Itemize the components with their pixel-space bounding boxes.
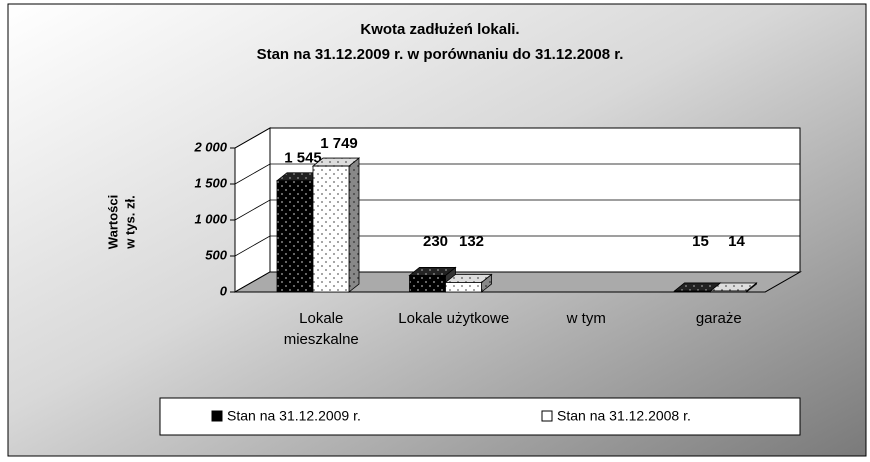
x-tick-label: Lokale użytkowe — [398, 310, 510, 327]
data-label: 15 — [692, 233, 709, 250]
data-label: 1 749 — [320, 135, 358, 152]
bar — [444, 273, 493, 293]
x-tick-label: w tym — [566, 310, 606, 327]
y-tick-label: 1 000 — [194, 211, 227, 226]
data-label: 132 — [459, 233, 484, 250]
bar — [709, 282, 758, 293]
grid-line — [234, 235, 800, 257]
legend — [159, 397, 801, 436]
bar — [311, 157, 361, 293]
legend-label: Stan na 31.12.2008 r. — [557, 408, 691, 424]
chart-title: Kwota zadłużeń lokali. — [360, 21, 519, 38]
legend-label: Stan na 31.12.2009 r. — [227, 408, 361, 424]
floor — [233, 271, 802, 293]
grid-line — [234, 199, 800, 221]
legend-swatch — [211, 410, 223, 422]
chart-subtitle: Stan na 31.12.2009 r. w porównaniu do 31… — [257, 46, 624, 63]
data-label: 14 — [728, 233, 745, 250]
grid-line — [234, 163, 800, 185]
x-tick-label: Lokale mieszkalne — [283, 310, 359, 348]
data-label: 1 545 — [284, 150, 322, 167]
y-tick-label: 2 000 — [193, 139, 227, 154]
y-tick-label: 1 500 — [194, 175, 227, 190]
y-axis-label: w tys. zł. — [122, 195, 137, 249]
y-tick-label: 0 — [220, 283, 228, 298]
y-axis-label: Wartości — [105, 195, 120, 249]
x-tick-label: garaże — [695, 310, 742, 327]
data-label: 230 — [423, 233, 448, 250]
y-tick-label: 500 — [205, 247, 227, 262]
grid-line — [234, 127, 800, 149]
legend-swatch — [541, 410, 553, 422]
